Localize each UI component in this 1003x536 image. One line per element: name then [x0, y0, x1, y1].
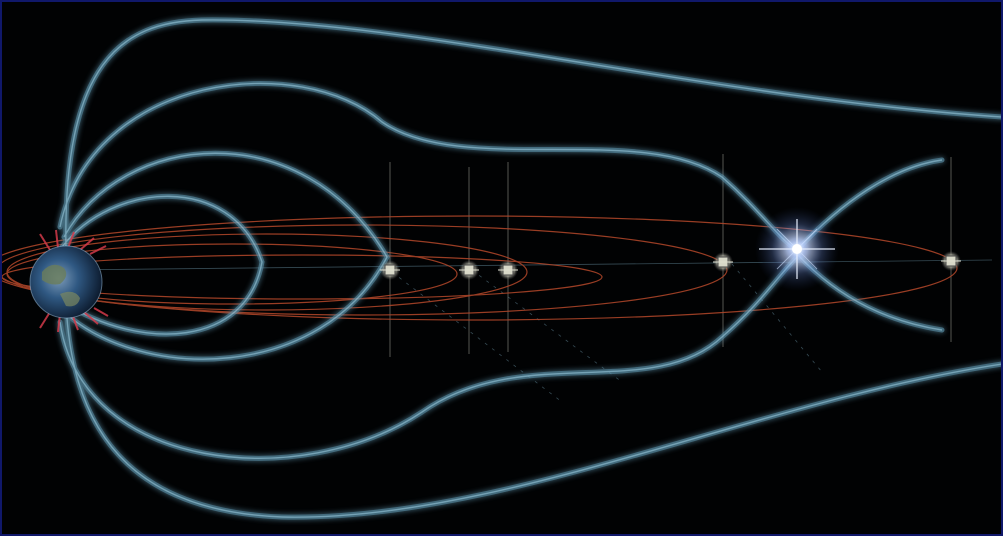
earth-icon [29, 229, 109, 333]
satellite-icon [498, 260, 518, 280]
reconnection-flash-icon [755, 207, 839, 291]
satellite-vertical-guides [389, 154, 952, 357]
satellite-icon [941, 251, 961, 271]
aurora-south [39, 307, 109, 333]
satellite-icon [459, 260, 479, 280]
satellite-icon [713, 252, 733, 272]
satellite-icon [380, 260, 400, 280]
aurora-north [39, 229, 107, 255]
